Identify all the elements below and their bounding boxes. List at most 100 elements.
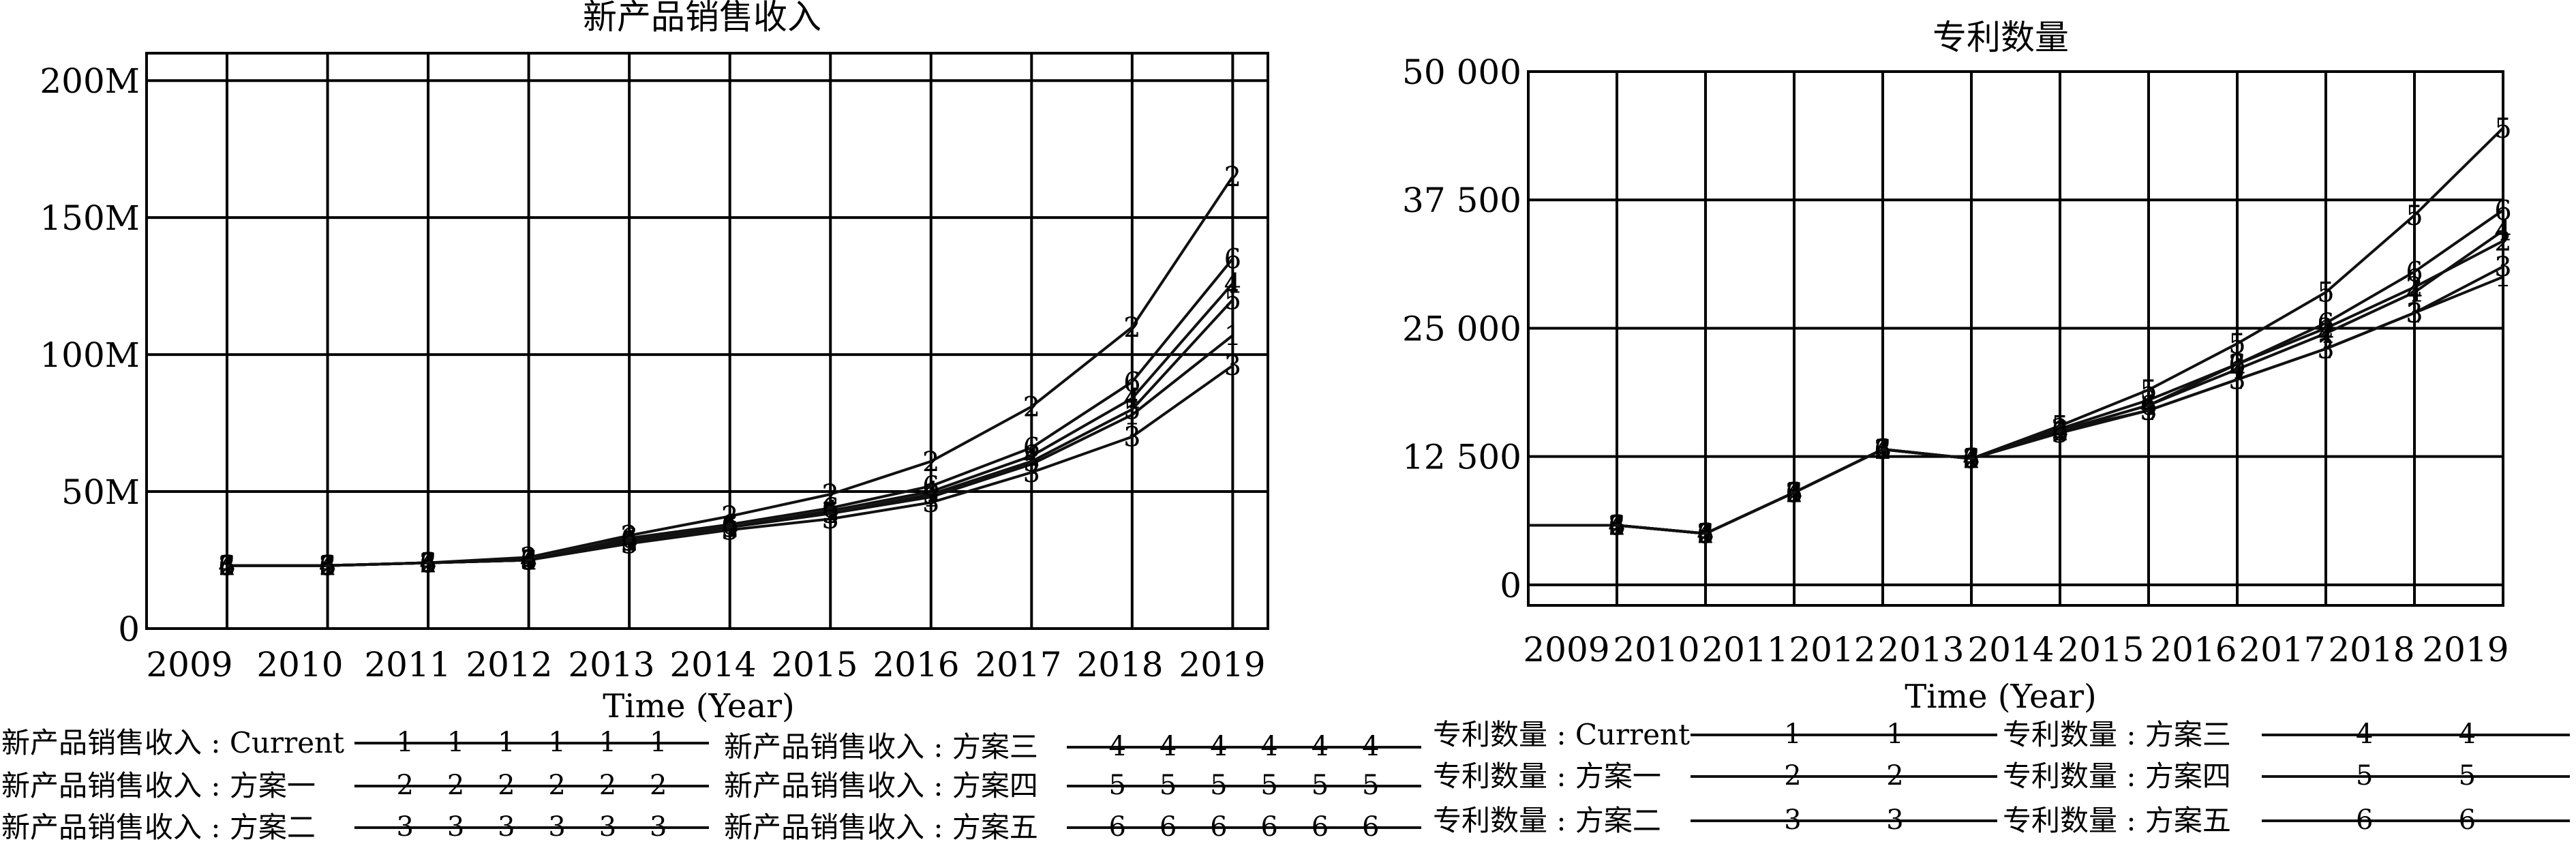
series-marker-label: 4 xyxy=(2406,277,2423,309)
series-marker-label: 6 xyxy=(721,509,738,541)
series-marker-label: 6 xyxy=(2051,416,2068,447)
x-tick-label: 2013 xyxy=(568,645,654,684)
legend-patents: 专利数量 : Current 1 1 专利数量 : 方案一 2 2 专利数量 : 方案二 3 3… xyxy=(1433,718,2570,837)
legend-entry-label: 新产品销售收入 : Current xyxy=(1,726,344,759)
x-tick-label: 2015 xyxy=(771,645,858,684)
x-tick-label: 2011 xyxy=(1701,630,1788,669)
series-marker-label: 5 xyxy=(1123,394,1140,425)
y-tick-label: 200M xyxy=(40,61,140,101)
plot-frame xyxy=(145,52,1269,630)
series-marker-label: 6 xyxy=(1224,243,1241,275)
legend-marker-label: 2 xyxy=(650,770,667,801)
series-marker-label: 6 xyxy=(419,548,436,579)
series-marker-label: 6 xyxy=(319,551,336,582)
x-tick-label: 2009 xyxy=(1523,630,1609,669)
y-tick-label: 37 500 xyxy=(1402,181,1521,220)
series-marker-label: 3 xyxy=(2317,334,2334,365)
series-marker-label: 6 xyxy=(1963,444,1980,475)
series-marker-label: 2 xyxy=(1023,391,1040,423)
series-marker-label: 3 xyxy=(1123,422,1140,453)
legend-marker-label: 6 xyxy=(1362,811,1379,843)
legend-marker-label: 2 xyxy=(599,770,616,801)
legend-marker-label: 2 xyxy=(498,770,515,801)
y-tick-label: 12 500 xyxy=(1402,438,1521,477)
x-tick-label: 2012 xyxy=(466,645,552,684)
series-marker-label: 6 xyxy=(922,471,939,502)
series-marker-label: 6 xyxy=(1697,519,1714,550)
legend-marker-label: 2 xyxy=(1784,760,1801,792)
x-tick-label: 2019 xyxy=(2422,630,2509,669)
series-marker-label: 6 xyxy=(822,493,839,524)
x-tick-label: 2011 xyxy=(364,645,451,684)
legend-marker-label: 1 xyxy=(599,727,616,758)
series-line xyxy=(1528,127,2504,535)
legend-entry-label: 专利数量 : 方案二 xyxy=(1433,804,1661,837)
series-marker-label: 6 xyxy=(1123,367,1140,398)
series-marker-label: 4 xyxy=(1224,269,1241,300)
series-line xyxy=(227,258,1234,567)
series-marker-label: 6 xyxy=(1608,511,1625,542)
legend-marker-label: 3 xyxy=(1886,804,1903,836)
legend-marker-label: 1 xyxy=(498,727,515,758)
legend-marker-label: 3 xyxy=(498,811,515,843)
legend-marker-label: 3 xyxy=(397,811,414,843)
series-marker-label: 6 xyxy=(218,551,235,582)
series-line xyxy=(1528,209,2504,535)
legend-marker-label: 4 xyxy=(2356,719,2373,750)
series-marker-label: 6 xyxy=(520,545,537,577)
legend-marker-label: 6 xyxy=(1160,811,1177,843)
plot-frame xyxy=(1527,70,2504,607)
series-marker-label: 5 xyxy=(2140,375,2157,406)
legend-marker-label: 1 xyxy=(548,727,565,758)
legend-entry-label: 专利数量 : 方案四 xyxy=(2003,759,2231,793)
series-marker-label: 3 xyxy=(2406,298,2423,329)
series-line xyxy=(1528,239,2504,535)
y-tick-label: 150M xyxy=(40,198,140,238)
series-line xyxy=(1528,275,2504,535)
legend-entry-label: 新产品销售收入 : 方案三 xyxy=(724,730,1038,764)
x-tick-label: 2016 xyxy=(2150,630,2237,669)
legend-entry-label: 新产品销售收入 : 方案四 xyxy=(724,769,1038,802)
legend-entry-label: 专利数量 : 方案五 xyxy=(2003,804,2231,837)
x-tick-label: 2009 xyxy=(146,645,232,684)
series-marker-label: 5 xyxy=(1224,285,1241,316)
legend-marker-label: 6 xyxy=(1109,811,1126,843)
sales-revenue-chart: 0 50M 100M 150M 200M 2009 2010 2011 2012 2013 2014… xyxy=(40,52,1269,684)
legend-marker-label: 1 xyxy=(1784,719,1801,750)
x-tick-label: 2019 xyxy=(1179,645,1265,684)
series-marker-label: 3 xyxy=(2494,252,2511,283)
series-marker-label: 5 xyxy=(822,498,839,530)
series-marker-label: 5 xyxy=(1023,447,1040,478)
series-marker-label: 3 xyxy=(2140,395,2157,427)
series-marker-label: 2 xyxy=(1123,312,1140,344)
legend-marker-label: 6 xyxy=(1210,811,1227,843)
legend-marker-label: 6 xyxy=(1260,811,1277,843)
series-marker-label: 6 xyxy=(1874,434,1891,466)
series-marker-label: 5 xyxy=(2051,410,2068,442)
series-marker-label: 4 xyxy=(2494,215,2511,247)
chart-title-sales: 新产品销售收入 xyxy=(583,0,821,37)
legend-marker-label: 6 xyxy=(1312,811,1329,843)
series-marker-label: 5 xyxy=(2494,113,2511,145)
x-tick-label: 2017 xyxy=(2239,630,2325,669)
x-tick-label: 2014 xyxy=(1967,630,2054,669)
x-tick-label: 2018 xyxy=(2328,630,2414,669)
series-marker-label: 1 xyxy=(1224,320,1241,352)
series-marker-label: 3 xyxy=(620,528,637,560)
series-marker-label: 2 xyxy=(922,447,939,478)
series-marker-label: 5 xyxy=(2228,329,2245,360)
series-marker-label: 4 xyxy=(2228,355,2245,386)
x-tick-label: 2018 xyxy=(1076,645,1163,684)
series-marker-label: 5 xyxy=(2406,200,2423,232)
series-marker-label: 6 xyxy=(1785,477,1802,509)
y-tick-label: 0 xyxy=(118,609,140,649)
x-tick-label: 2016 xyxy=(873,645,959,684)
legend-marker-label: 3 xyxy=(650,811,667,843)
legend-marker-label: 5 xyxy=(2459,760,2476,792)
legend-marker-label: 6 xyxy=(2356,804,2373,836)
series-marker-label: 5 xyxy=(620,526,637,557)
y-tick-label: 25 000 xyxy=(1402,309,1521,348)
series-marker-label: 5 xyxy=(2317,277,2334,309)
series-marker-label: 6 xyxy=(2228,349,2245,380)
y-tick-label: 0 xyxy=(1500,566,1521,605)
